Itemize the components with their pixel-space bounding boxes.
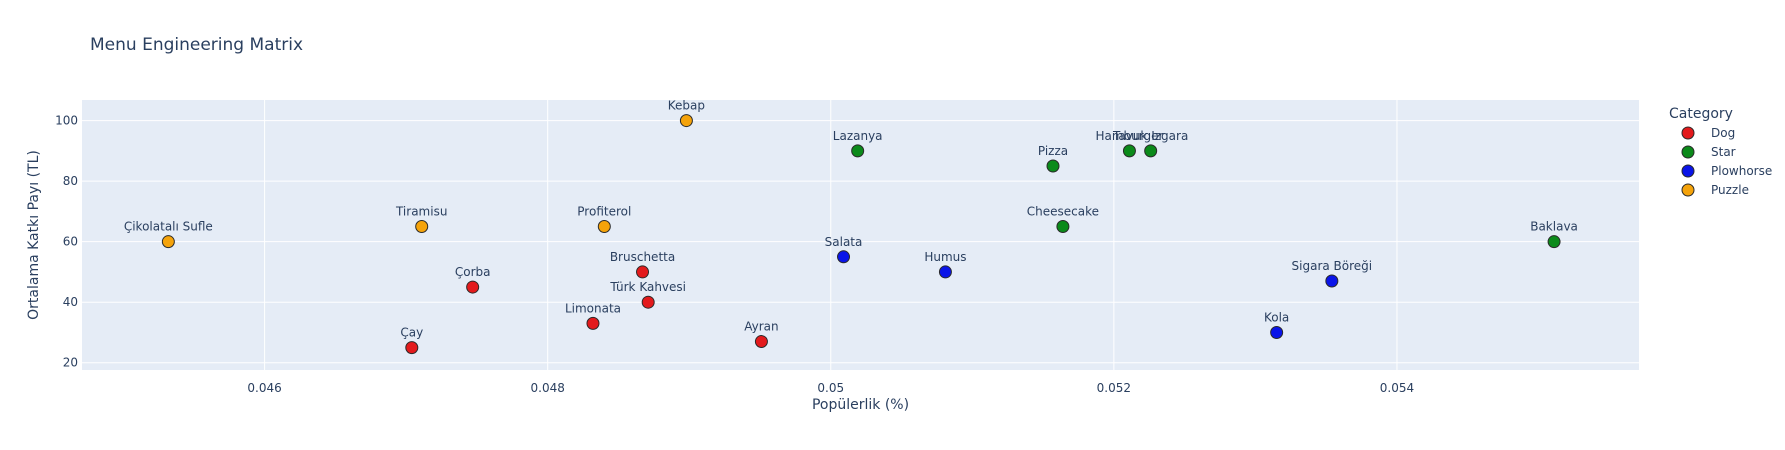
legend-item-label[interactable]: Plowhorse xyxy=(1711,164,1772,178)
data-point-label: Cheesecake xyxy=(1027,205,1099,219)
y-tick-label: 100 xyxy=(55,114,78,128)
x-tick-label: 0.05 xyxy=(817,381,844,395)
data-point[interactable] xyxy=(415,220,429,234)
data-point-label: Bruschetta xyxy=(610,250,675,264)
data-point-label: Kebap xyxy=(668,99,705,113)
legend-marker xyxy=(1681,164,1695,178)
legend-item-label[interactable]: Star xyxy=(1711,145,1736,159)
legend-item-label[interactable]: Puzzle xyxy=(1711,183,1749,197)
data-point[interactable] xyxy=(597,220,611,234)
data-point-label: Limonata xyxy=(565,301,621,315)
data-point-label: Baklava xyxy=(1530,220,1578,234)
data-point[interactable] xyxy=(1325,274,1339,288)
legend-marker xyxy=(1681,126,1695,140)
data-point-label: Çay xyxy=(400,326,423,340)
data-point-label: Hamburger xyxy=(1095,129,1163,143)
data-point[interactable] xyxy=(938,265,952,279)
data-point[interactable] xyxy=(1122,144,1136,158)
data-point[interactable] xyxy=(1270,325,1284,339)
data-point[interactable] xyxy=(1547,235,1561,249)
x-tick-label: 0.048 xyxy=(531,381,565,395)
data-point[interactable] xyxy=(1046,159,1060,173)
data-point-label: Türk Kahvesi xyxy=(609,280,686,294)
data-points: Çay Çorba Limonata Bruschetta Türk Kahvesi Ay… xyxy=(124,99,1578,355)
data-point[interactable] xyxy=(837,250,851,264)
data-point[interactable] xyxy=(1056,220,1070,234)
data-point[interactable] xyxy=(636,265,650,279)
data-point-label: Pizza xyxy=(1038,144,1068,158)
data-point-label: Ayran xyxy=(744,320,778,334)
chart-title: Menu Engineering Matrix xyxy=(90,35,303,55)
data-point-label: Profiterol xyxy=(577,205,631,219)
data-point-label: Humus xyxy=(924,250,966,264)
legend-title: Category xyxy=(1669,106,1733,122)
data-point-label: Tavuk Izgara xyxy=(1112,129,1188,143)
legend-marker xyxy=(1681,145,1695,159)
x-axis-ticks: 0.046 0.048 0.05 0.052 0.054 xyxy=(247,381,1414,395)
y-tick-label: 20 xyxy=(63,356,78,370)
data-point-label: Çorba xyxy=(455,265,491,279)
x-tick-label: 0.046 xyxy=(247,381,281,395)
y-tick-label: 80 xyxy=(63,174,78,188)
data-point[interactable] xyxy=(466,280,480,294)
data-point[interactable] xyxy=(1144,144,1158,158)
data-point[interactable] xyxy=(586,316,600,330)
x-tick-label: 0.054 xyxy=(1380,381,1414,395)
data-point-label: Lazanya xyxy=(833,129,883,143)
legend-marker xyxy=(1681,183,1695,197)
data-point[interactable] xyxy=(161,235,175,249)
y-axis-title: Ortalama Katkı Payı (TL) xyxy=(26,150,42,320)
y-tick-label: 40 xyxy=(63,295,78,309)
data-point-label: Tiramisu xyxy=(395,205,447,219)
data-point[interactable] xyxy=(641,295,655,309)
x-tick-label: 0.052 xyxy=(1097,381,1131,395)
data-point[interactable] xyxy=(679,114,693,128)
data-point-label: Sigara Böreği xyxy=(1292,259,1373,273)
data-point-label: Kola xyxy=(1264,310,1289,324)
y-axis-ticks: 20 40 60 80 100 xyxy=(55,114,78,370)
data-point[interactable] xyxy=(405,341,419,355)
gridlines xyxy=(82,100,1639,370)
y-tick-label: 60 xyxy=(63,235,78,249)
data-point[interactable] xyxy=(754,335,768,349)
plot-area xyxy=(82,100,1639,370)
legend-item-label[interactable]: Dog xyxy=(1711,126,1735,140)
data-point-label: Çikolatalı Sufle xyxy=(124,220,213,234)
x-axis-title: Popülerlik (%) xyxy=(812,397,909,413)
data-point[interactable] xyxy=(851,144,865,158)
legend[interactable]: Category Dog Star Plowhorse Puzzle xyxy=(1669,106,1772,197)
data-point-label: Salata xyxy=(825,235,863,249)
